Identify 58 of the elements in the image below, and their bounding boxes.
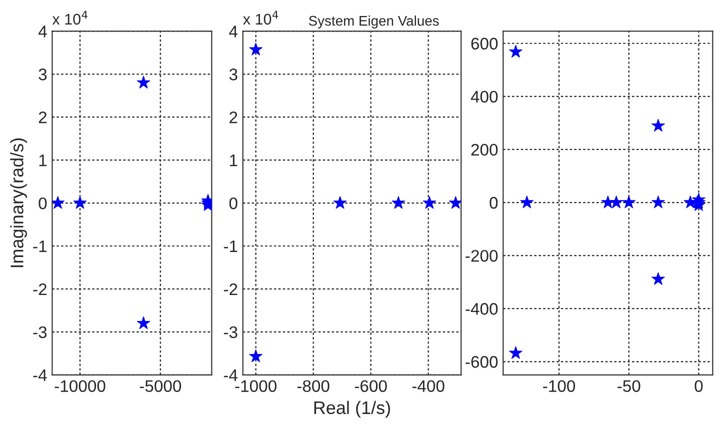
y-tick-label: 3	[229, 68, 238, 80]
y-tick-label: 0	[229, 197, 238, 210]
y-tick-label: -2	[224, 283, 238, 296]
x-tick-label: -600	[354, 380, 387, 392]
point	[422, 196, 436, 209]
point	[601, 196, 615, 208]
point	[622, 196, 636, 208]
x-tick-label: -1000	[235, 380, 276, 392]
point	[449, 196, 462, 209]
point	[52, 196, 64, 209]
y-tick-label: -4	[33, 369, 47, 381]
y-tick-label: 0	[490, 196, 498, 209]
x-tick-label: -50	[618, 380, 640, 392]
point	[333, 196, 347, 209]
point	[652, 118, 665, 132]
x-tick-label: -10000	[54, 380, 106, 392]
point	[520, 196, 534, 208]
text: x 10$^{4}$	[243, 10, 278, 25]
y-tick-label: -1	[33, 240, 47, 252]
y-tick-label: 1	[230, 154, 238, 166]
y-tick-label: 4	[229, 26, 238, 38]
x-tick-label: -5000	[140, 380, 182, 392]
y-tick-label: -200	[466, 250, 498, 262]
y-tick-label: 3	[38, 68, 47, 80]
point	[136, 76, 150, 88]
point	[652, 196, 665, 208]
x-tick-label: 0	[694, 380, 703, 392]
point	[392, 196, 406, 209]
y-tick-label: -4	[224, 369, 238, 381]
y-tick-label: 600	[471, 38, 498, 50]
point	[136, 316, 150, 330]
y-tick-label: 2	[230, 112, 238, 124]
point	[509, 44, 522, 58]
y-axis-title: Imaginary(rad/s)	[10, 138, 27, 268]
y-tick-label: 200	[471, 144, 498, 156]
point	[610, 196, 623, 208]
y-tick-label: -600	[466, 356, 498, 368]
y-tick-label: 1	[39, 154, 47, 166]
y-tick-label: -400	[466, 303, 498, 315]
point	[249, 42, 262, 56]
x-tick-label: -400	[412, 380, 444, 392]
x-tick-label: -100	[543, 380, 576, 392]
point	[73, 196, 87, 209]
text: x 10$^{4}$	[52, 10, 88, 25]
point	[249, 349, 262, 362]
y-tick-label: 2	[38, 112, 47, 124]
chart-title: System Eigen Values	[308, 16, 439, 28]
y-tick-label: -3	[33, 326, 47, 338]
y-tick-label: -3	[224, 326, 238, 338]
y-tick-label: -1	[224, 240, 238, 252]
point	[652, 272, 665, 285]
y-tick-label: 4	[38, 26, 47, 38]
x-tick-label: -800	[297, 380, 330, 392]
y-tick-label: 0	[38, 197, 47, 210]
point	[509, 346, 522, 359]
y-tick-label: -2	[33, 283, 47, 296]
x-axis-title: Real (1/s)	[314, 400, 390, 418]
y-tick-label: 400	[470, 90, 498, 103]
